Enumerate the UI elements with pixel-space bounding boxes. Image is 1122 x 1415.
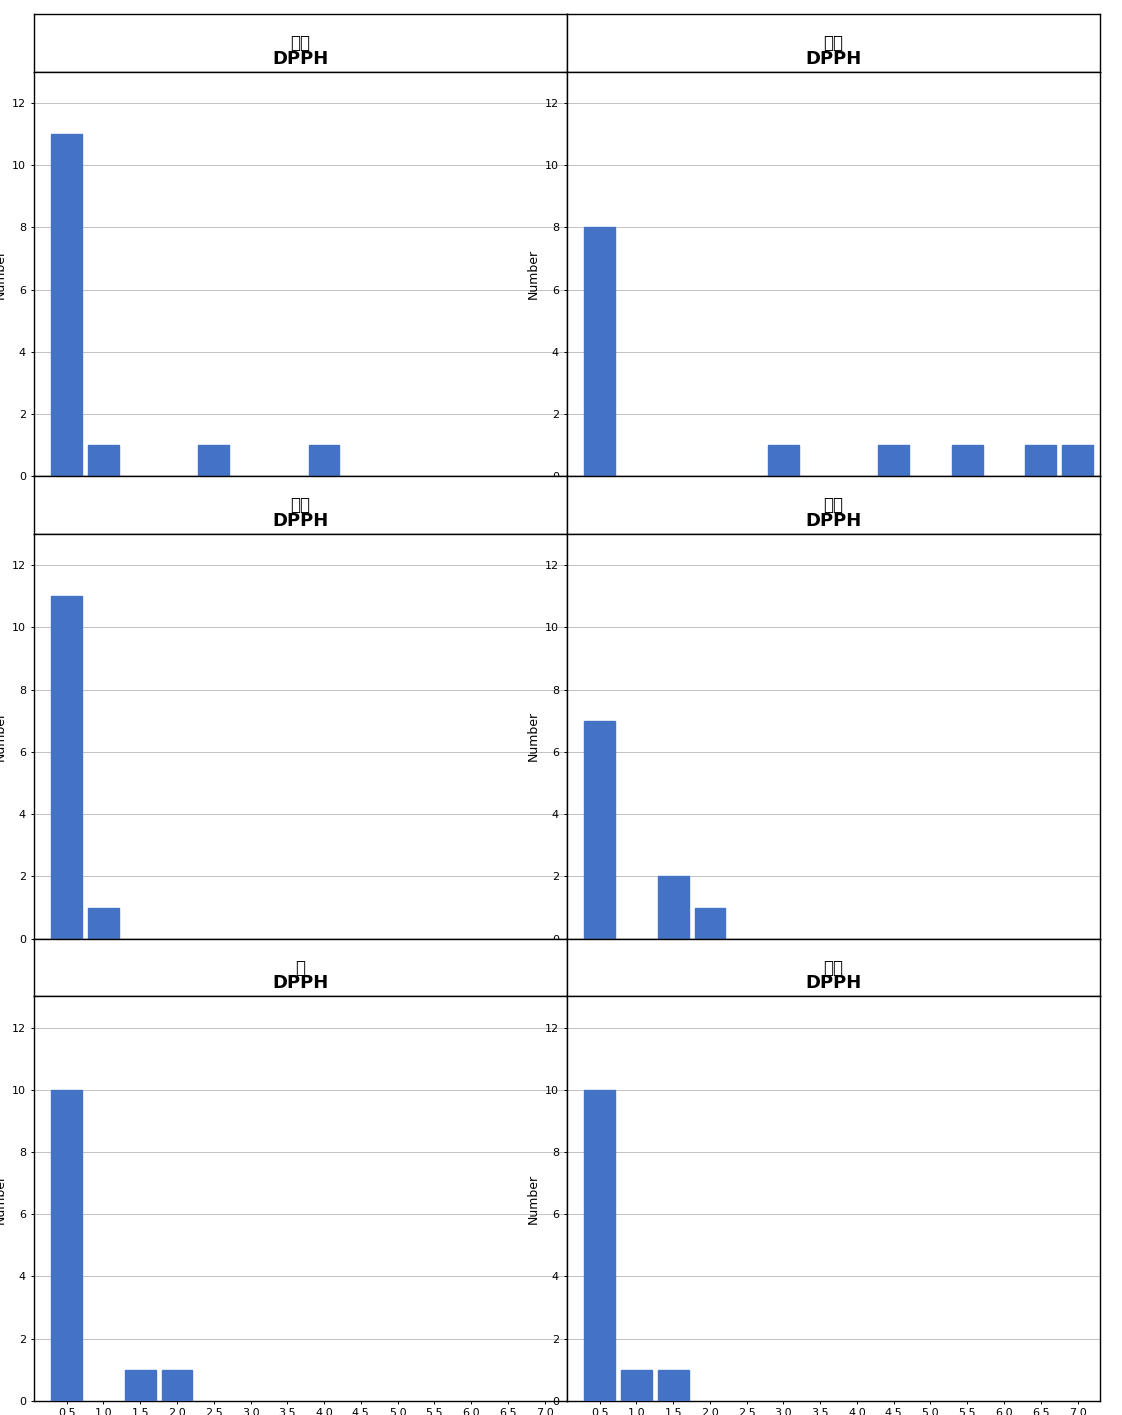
Text: 가지: 가지 bbox=[824, 497, 843, 514]
X-axis label: Amount(mg/mL): Amount(mg/mL) bbox=[776, 965, 890, 978]
Bar bbox=[695, 907, 726, 938]
Bar bbox=[657, 876, 689, 938]
Y-axis label: Number: Number bbox=[0, 249, 7, 299]
Bar bbox=[1026, 446, 1056, 477]
Bar bbox=[52, 1090, 82, 1401]
Y-axis label: Number: Number bbox=[526, 249, 540, 299]
Title: DPPH: DPPH bbox=[804, 50, 862, 68]
Bar bbox=[162, 1370, 193, 1401]
Bar bbox=[585, 1090, 615, 1401]
Y-axis label: Number: Number bbox=[0, 712, 7, 761]
Bar bbox=[951, 446, 983, 477]
Y-axis label: Number: Number bbox=[0, 1173, 7, 1224]
X-axis label: Amount(mg/mL): Amount(mg/mL) bbox=[243, 502, 357, 515]
Bar bbox=[1063, 446, 1093, 477]
Bar bbox=[309, 446, 340, 477]
Bar bbox=[125, 1370, 156, 1401]
Bar bbox=[88, 907, 119, 938]
Bar bbox=[879, 446, 909, 477]
Text: 오이: 오이 bbox=[824, 34, 843, 52]
X-axis label: Amount(mg/mL): Amount(mg/mL) bbox=[243, 965, 357, 978]
Title: DPPH: DPPH bbox=[804, 512, 862, 529]
Text: 호박: 호박 bbox=[291, 34, 310, 52]
Bar bbox=[769, 446, 799, 477]
Bar bbox=[88, 446, 119, 477]
Bar bbox=[585, 228, 615, 477]
Bar bbox=[52, 596, 82, 938]
Y-axis label: Number: Number bbox=[526, 1173, 540, 1224]
Title: DPPH: DPPH bbox=[272, 50, 329, 68]
Bar bbox=[52, 134, 82, 477]
Text: 고추: 고추 bbox=[291, 497, 310, 514]
Text: 부추: 부추 bbox=[824, 958, 843, 976]
Bar bbox=[585, 720, 615, 938]
Title: DPPH: DPPH bbox=[272, 974, 329, 992]
Title: DPPH: DPPH bbox=[272, 512, 329, 529]
Title: DPPH: DPPH bbox=[804, 974, 862, 992]
Text: 파: 파 bbox=[295, 958, 305, 976]
Y-axis label: Number: Number bbox=[526, 712, 540, 761]
Bar bbox=[657, 1370, 689, 1401]
X-axis label: Amount(mg/mL): Amount(mg/mL) bbox=[776, 502, 890, 515]
Bar bbox=[199, 446, 229, 477]
Bar bbox=[620, 1370, 652, 1401]
